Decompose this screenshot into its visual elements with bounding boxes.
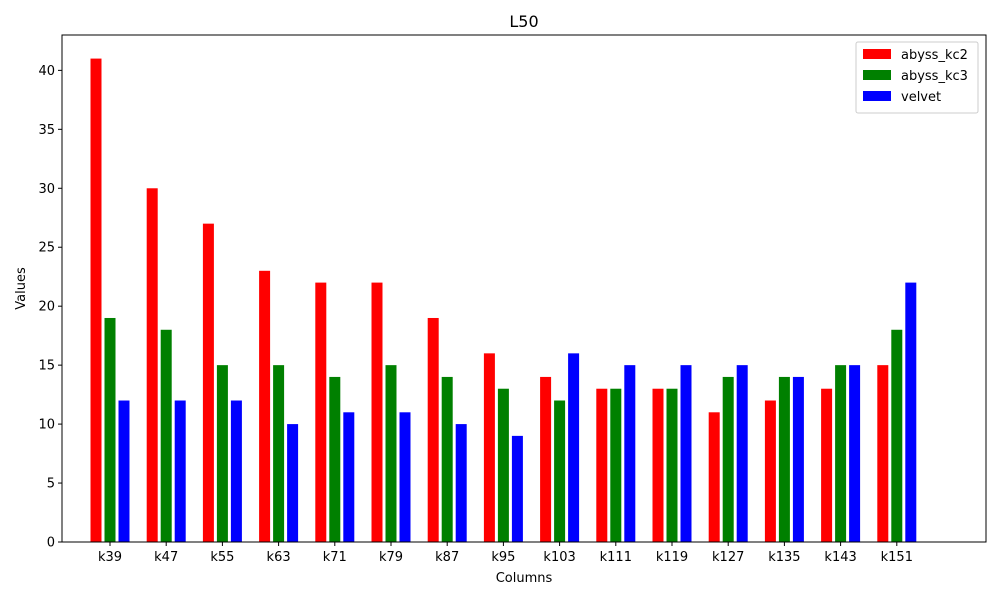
bar-abyss_kc2-k87 — [427, 317, 439, 542]
x-tick-label: k47 — [154, 550, 178, 565]
bar-velvet-k63 — [287, 424, 299, 542]
y-tick-label: 30 — [38, 182, 55, 197]
bar-velvet-k127 — [736, 365, 748, 542]
bar-velvet-k95 — [511, 435, 523, 542]
bar-velvet-k119 — [680, 365, 692, 542]
plot-frame — [61, 34, 987, 543]
x-tick-label: k63 — [267, 550, 291, 565]
x-tick-label: k127 — [712, 550, 744, 565]
bar-abyss_kc3-k151 — [891, 329, 903, 542]
x-tick-label: k103 — [543, 550, 575, 565]
y-tick-label: 15 — [38, 359, 55, 374]
bar-abyss_kc2-k103 — [540, 376, 552, 542]
bar-abyss_kc3-k143 — [835, 365, 847, 542]
bar-abyss_kc2-k127 — [708, 412, 720, 542]
bar-abyss_kc2-k47 — [146, 188, 158, 542]
y-tick-label: 0 — [47, 536, 55, 551]
y-tick-label: 5 — [47, 477, 55, 492]
bar-abyss_kc3-k103 — [554, 400, 566, 542]
x-tick-label: k87 — [435, 550, 459, 565]
bar-velvet-k111 — [624, 365, 636, 542]
bar-velvet-k71 — [343, 412, 355, 542]
bar-abyss_kc2-k71 — [315, 282, 327, 542]
y-tick-label: 25 — [38, 241, 55, 256]
bar-abyss_kc3-k119 — [666, 388, 678, 542]
x-tick-label: k135 — [768, 550, 800, 565]
bar-velvet-k47 — [174, 400, 186, 542]
y-axis-ticks: 0 5 10 15 20 25 30 35 40 — [38, 64, 62, 551]
legend-label-abyss_kc3: abyss_kc3 — [901, 69, 968, 84]
y-tick-label: 35 — [38, 123, 55, 138]
y-tick-label: 10 — [38, 418, 55, 433]
x-tick-label: k39 — [98, 550, 122, 565]
legend-swatch-velvet — [863, 91, 891, 101]
bar-abyss_kc2-k111 — [596, 388, 608, 542]
y-tick-label: 20 — [38, 300, 55, 315]
bar-abyss_kc3-k127 — [722, 376, 734, 542]
bar-abyss_kc2-k63 — [259, 270, 271, 542]
x-tick-label: k95 — [491, 550, 515, 565]
bar-abyss_kc3-k87 — [441, 376, 453, 542]
bar-abyss_kc3-k71 — [329, 376, 341, 542]
bar-velvet-k87 — [455, 424, 467, 542]
bar-abyss_kc3-k39 — [104, 317, 116, 542]
legend-swatch-abyss_kc3 — [863, 70, 891, 80]
bar-velvet-k143 — [849, 365, 861, 542]
bar-abyss_kc2-k135 — [764, 400, 776, 542]
x-tick-label: k143 — [824, 550, 856, 565]
bar-velvet-k135 — [792, 376, 804, 542]
bar-velvet-k103 — [568, 353, 580, 542]
bar-abyss_kc2-k79 — [371, 282, 383, 542]
bar-abyss_kc3-k63 — [273, 365, 285, 542]
x-tick-label: k55 — [210, 550, 234, 565]
x-axis-label: Columns — [496, 571, 553, 586]
x-tick-label: k151 — [881, 550, 913, 565]
legend-swatch-abyss_kc2 — [863, 49, 891, 59]
bar-abyss_kc2-k95 — [483, 353, 495, 542]
bar-velvet-k39 — [118, 400, 130, 542]
x-tick-label: k79 — [379, 550, 403, 565]
legend-label-velvet: velvet — [901, 90, 941, 105]
x-tick-label: k111 — [600, 550, 632, 565]
bar-abyss_kc3-k135 — [778, 376, 790, 542]
x-axis-ticks: k39 k47 k55 k63 k71 k79 k87 k95 k103 k111 k119 k127… — [98, 542, 913, 565]
bar-abyss_kc2-k143 — [821, 388, 833, 542]
bar-velvet-k79 — [399, 412, 411, 542]
y-axis-label: Values — [14, 267, 29, 310]
chart-title: L50 — [509, 12, 538, 31]
bar-abyss_kc2-k39 — [90, 58, 102, 542]
bar-abyss_kc2-k151 — [877, 365, 889, 542]
bars-layer — [90, 58, 917, 542]
bar-abyss_kc2-k55 — [202, 223, 214, 542]
x-tick-label: k71 — [323, 550, 347, 565]
bar-abyss_kc3-k111 — [610, 388, 622, 542]
x-tick-label: k119 — [656, 550, 688, 565]
bar-abyss_kc3-k79 — [385, 365, 397, 542]
legend-label-abyss_kc2: abyss_kc2 — [901, 48, 968, 63]
bar-abyss_kc3-k95 — [497, 388, 509, 542]
bar-velvet-k55 — [230, 400, 242, 542]
bar-velvet-k151 — [905, 282, 917, 542]
bar-abyss_kc3-k47 — [160, 329, 172, 542]
y-tick-label: 40 — [38, 64, 55, 79]
bar-abyss_kc3-k55 — [216, 365, 228, 542]
bar-abyss_kc2-k119 — [652, 388, 664, 542]
